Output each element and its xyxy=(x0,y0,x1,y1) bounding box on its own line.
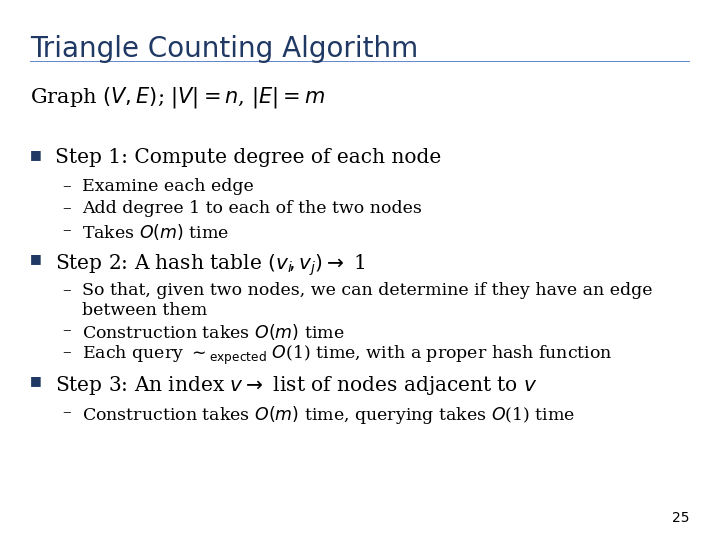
Text: Each query $\sim_{\mathrm{expected}}$ $\mathit{O}$(1) time, with a proper hash f: Each query $\sim_{\mathrm{expected}}$ $\… xyxy=(82,344,613,367)
Text: ■: ■ xyxy=(30,148,42,161)
Text: Construction takes $\mathit{O}(m)$ time: Construction takes $\mathit{O}(m)$ time xyxy=(82,322,344,342)
Text: Add degree 1 to each of the two nodes: Add degree 1 to each of the two nodes xyxy=(82,200,422,217)
Text: Graph $\mathit{(V, E)}$; $|V| = n$, $|E| = m$: Graph $\mathit{(V, E)}$; $|V| = n$, $|E|… xyxy=(30,85,325,110)
Text: So that, given two nodes, we can determine if they have an edge: So that, given two nodes, we can determi… xyxy=(82,282,652,299)
Text: Examine each edge: Examine each edge xyxy=(82,178,253,195)
Text: –: – xyxy=(62,222,71,239)
Text: –: – xyxy=(62,322,71,339)
Text: Takes $\mathit{O}(m)$ time: Takes $\mathit{O}(m)$ time xyxy=(82,222,229,242)
Text: Step 3: An index $v \rightarrow$ list of nodes adjacent to $v$: Step 3: An index $v \rightarrow$ list of… xyxy=(55,374,538,397)
Text: 25: 25 xyxy=(672,511,690,525)
Text: Construction takes $\mathit{O}(m)$ time, querying takes $\mathit{O}$(1) time: Construction takes $\mathit{O}(m)$ time,… xyxy=(82,404,575,426)
Text: ■: ■ xyxy=(30,374,42,387)
Text: Step 2: A hash table $(\mathit{v}_i\!,\mathit{v}_j) \rightarrow$ 1: Step 2: A hash table $(\mathit{v}_i\!,\m… xyxy=(55,252,366,278)
Text: –: – xyxy=(62,344,71,361)
Text: Triangle Counting Algorithm: Triangle Counting Algorithm xyxy=(30,35,418,63)
Text: Step 1: Compute degree of each node: Step 1: Compute degree of each node xyxy=(55,148,441,167)
Text: –: – xyxy=(62,200,71,217)
Text: ■: ■ xyxy=(30,252,42,265)
Text: –: – xyxy=(62,178,71,195)
Text: –: – xyxy=(62,404,71,421)
Text: –: – xyxy=(62,282,71,299)
Text: between them: between them xyxy=(82,302,207,319)
